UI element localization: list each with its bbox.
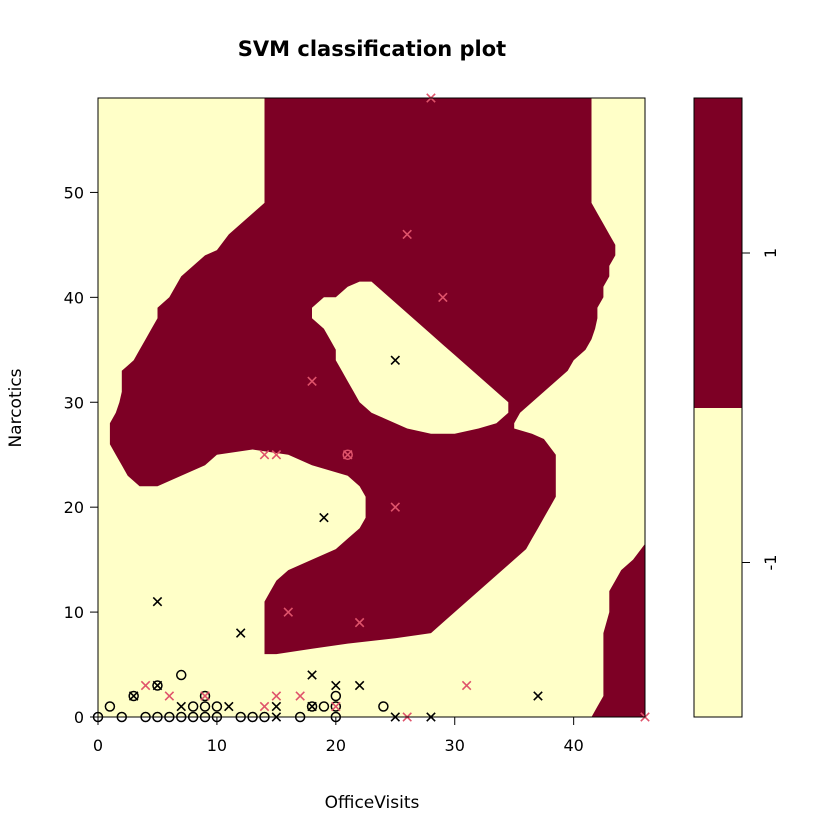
y-tick-label: 20 <box>64 498 84 517</box>
region-positive-2 <box>591 543 645 717</box>
point-cross <box>140 680 151 691</box>
point-cross <box>235 628 246 638</box>
point-circle <box>199 690 211 702</box>
legend-label: 1 <box>761 248 780 258</box>
point-cross <box>354 680 365 691</box>
point-cross <box>259 449 270 460</box>
point-circle <box>318 701 330 712</box>
point-cross <box>461 680 472 691</box>
point-cross <box>354 617 365 628</box>
legend-colorbar: -1 1 <box>693 97 780 718</box>
legend-label: -1 <box>761 555 780 571</box>
x-axis: 0 10 20 30 40 <box>93 716 584 755</box>
y-tick-label: 30 <box>64 393 84 412</box>
data-points <box>92 93 650 723</box>
point-cross <box>331 680 341 691</box>
point-circle <box>199 701 211 712</box>
y-tick-label: 0 <box>74 708 84 727</box>
point-circle <box>152 680 163 691</box>
x-tick-label: 10 <box>207 736 227 755</box>
point-cross <box>271 701 282 712</box>
y-axis-label: Narcotics <box>6 368 26 447</box>
point-cross <box>390 355 401 366</box>
point-circle <box>211 701 223 712</box>
point-cross <box>200 691 210 701</box>
point-cross <box>128 691 139 701</box>
chart-title: SVM classification plot <box>238 37 506 61</box>
point-cross <box>307 701 317 712</box>
x-tick-label: 0 <box>93 736 103 755</box>
point-circle <box>104 701 116 712</box>
point-cross <box>307 670 317 680</box>
legend-frame <box>693 97 743 718</box>
point-circle <box>128 690 139 702</box>
point-cross <box>224 701 234 712</box>
point-circle <box>330 690 342 702</box>
point-circle <box>187 701 199 712</box>
y-axis: 0 10 20 30 40 50 <box>64 183 99 727</box>
point-cross <box>331 701 341 712</box>
point-cross <box>271 449 282 460</box>
point-cross <box>319 512 329 523</box>
point-circle <box>330 701 342 712</box>
point-cross <box>295 691 305 701</box>
point-cross <box>342 449 353 460</box>
point-circle <box>378 701 389 712</box>
y-tick-label: 50 <box>64 183 84 202</box>
point-cross <box>152 680 163 691</box>
x-tick-label: 40 <box>563 736 583 755</box>
legend-swatch-pos <box>694 98 742 408</box>
point-circle <box>342 449 353 460</box>
point-circle <box>175 669 187 681</box>
legend-swatch-neg <box>694 408 742 717</box>
point-cross <box>259 701 270 712</box>
point-cross <box>438 292 448 303</box>
point-cross <box>164 691 175 701</box>
point-cross <box>533 691 543 701</box>
point-cross <box>271 691 282 701</box>
point-cross <box>402 229 412 240</box>
x-tick-label: 30 <box>445 736 465 755</box>
point-cross <box>390 502 401 512</box>
point-cross <box>176 701 187 712</box>
x-tick-label: 20 <box>326 736 346 755</box>
point-cross <box>152 596 163 607</box>
x-axis-label: OfficeVisits <box>325 793 420 813</box>
point-cross <box>283 607 294 617</box>
point-cross <box>307 376 317 387</box>
y-tick-label: 40 <box>64 288 84 307</box>
y-tick-label: 10 <box>64 603 84 622</box>
region-negative-pocket-1 <box>312 281 509 434</box>
point-circle <box>306 701 318 712</box>
decision-regions <box>98 98 645 717</box>
